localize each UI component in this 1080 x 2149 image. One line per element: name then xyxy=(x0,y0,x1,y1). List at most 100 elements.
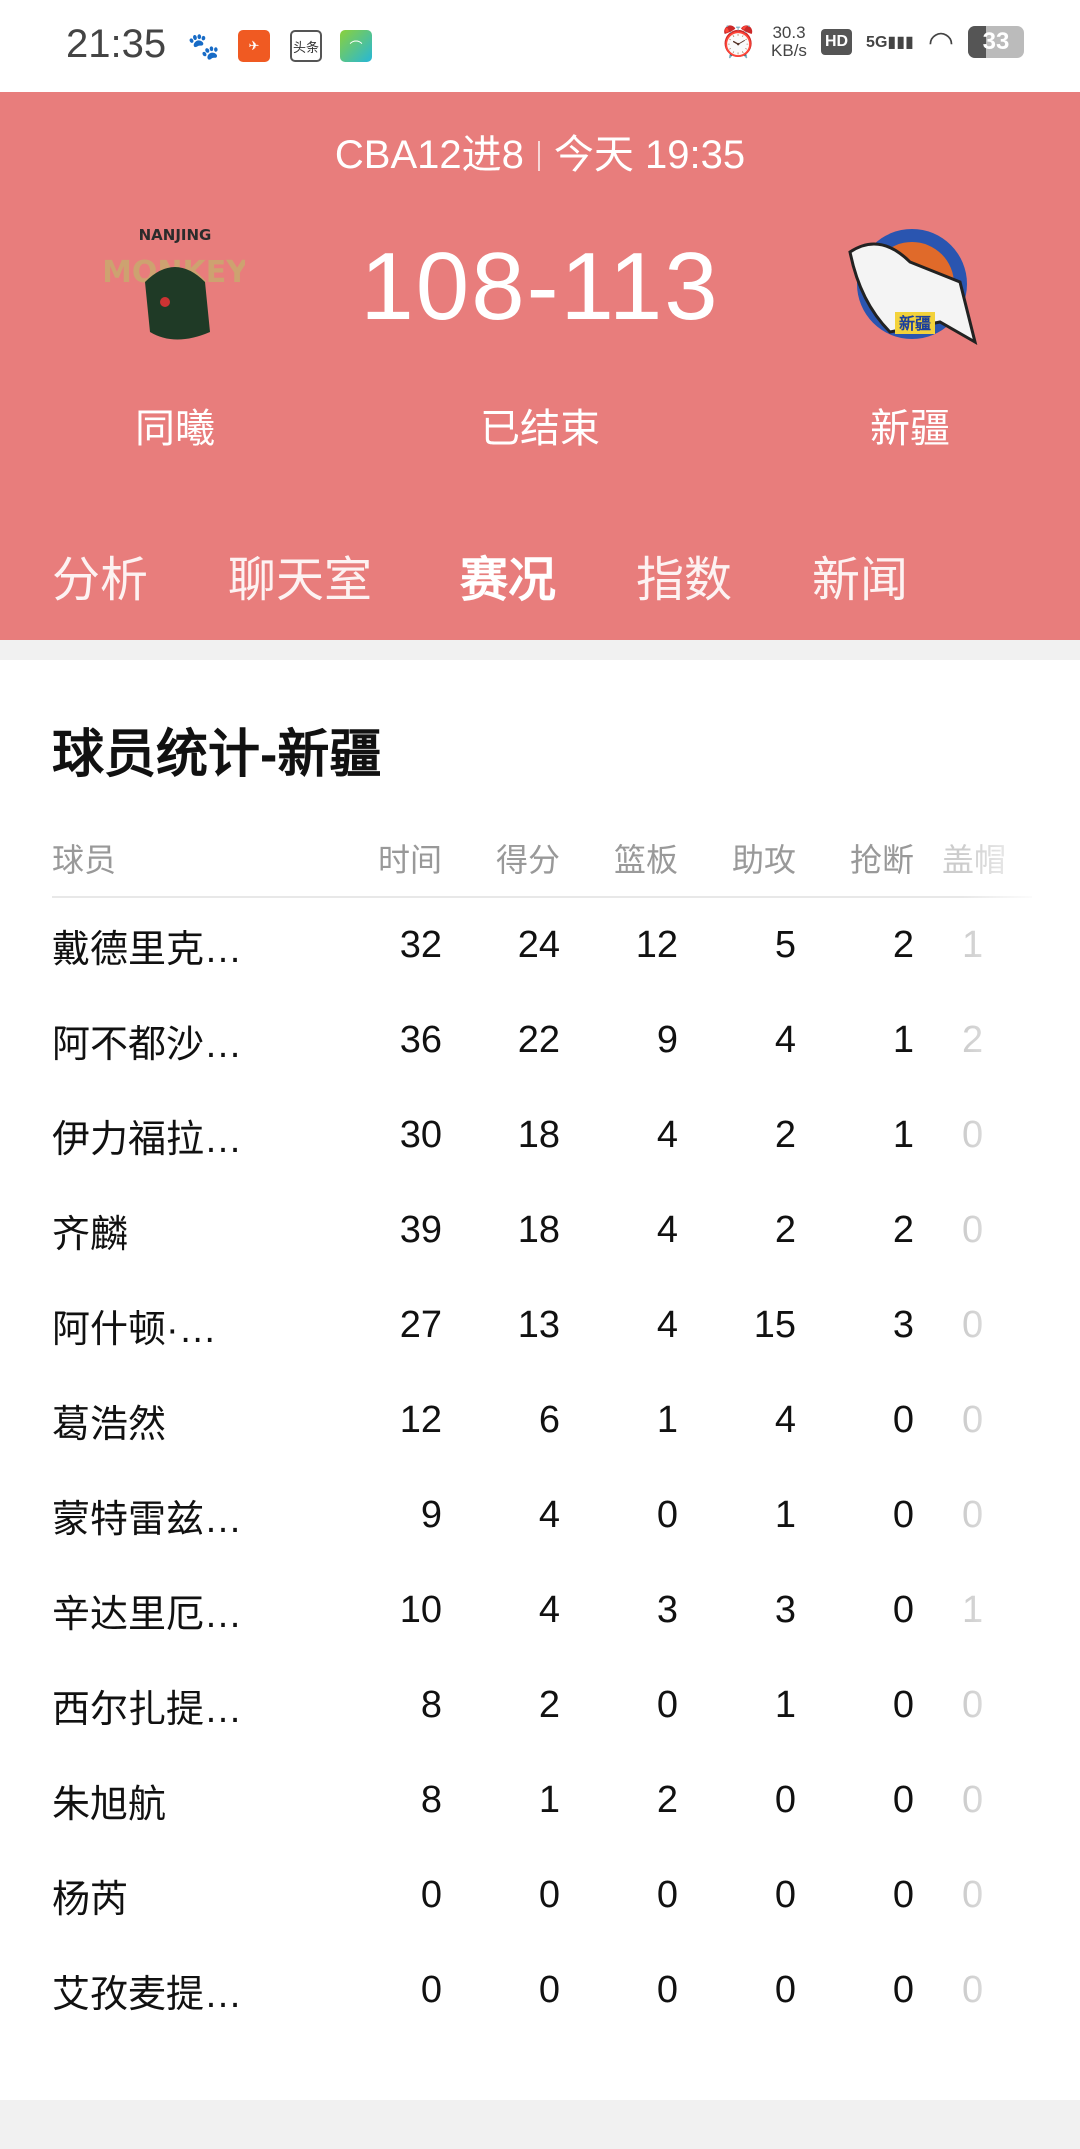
home-team-name: 同曦 xyxy=(135,407,215,451)
table-row[interactable]: 朱旭航 8 1 2 0 0 0 xyxy=(52,1753,1032,1848)
stat-cell: 9 xyxy=(420,1494,442,1536)
stat-cell: 13 xyxy=(517,1304,560,1346)
match-info: CBA12进8 今天 19:35 xyxy=(0,122,1080,180)
table-row[interactable]: 西尔扎提… 8 2 0 1 0 0 xyxy=(52,1658,1032,1753)
stat-cell: 0 xyxy=(962,1494,984,1536)
tab-odds[interactable]: 指数 xyxy=(636,554,733,607)
stat-cell: 0 xyxy=(962,1969,984,2011)
player-name: 阿不都沙… xyxy=(52,1024,243,1066)
stat-cell: 12 xyxy=(399,1399,442,1441)
stat-cell: 0 xyxy=(656,1684,678,1726)
stat-cell: 0 xyxy=(962,1684,984,1726)
player-name: 杨芮 xyxy=(52,1879,129,1921)
column-header: 时间 xyxy=(377,842,442,878)
tab-chatroom[interactable]: 聊天室 xyxy=(228,554,373,607)
match-status: 已结束 xyxy=(480,407,600,451)
column-header: 盖帽 xyxy=(942,842,1007,878)
stat-cell: 8 xyxy=(420,1684,442,1726)
alarm-icon: ⏰ xyxy=(719,25,758,59)
toutiao-icon: 头条 xyxy=(290,30,322,62)
stat-cell: 0 xyxy=(656,1874,678,1916)
tab-live[interactable]: 赛况 xyxy=(460,554,557,607)
stat-cell: 4 xyxy=(774,1019,796,1061)
stat-cell: 0 xyxy=(962,1874,984,1916)
stat-cell: 0 xyxy=(962,1209,984,1251)
stat-cell: 0 xyxy=(656,1494,678,1536)
table-row[interactable]: 阿不都沙… 36 22 9 4 1 2 xyxy=(52,993,1032,1088)
stat-cell: 1 xyxy=(962,1589,984,1631)
table-row[interactable]: 阿什顿·… 27 13 4 15 3 0 xyxy=(52,1278,1032,1373)
active-tab-indicator xyxy=(482,1060,538,1074)
stat-cell: 15 xyxy=(753,1304,796,1346)
player-name: 辛达里厄… xyxy=(52,1594,243,1636)
stat-cell: 4 xyxy=(656,1304,678,1346)
table-row[interactable]: 齐麟 39 18 4 2 2 0 xyxy=(52,1183,1032,1278)
table-header: 球员 时间 得分 篮板 助攻 抢断 盖帽 xyxy=(52,820,1032,898)
player-name: 伊力福拉… xyxy=(52,1119,243,1161)
stat-cell: 0 xyxy=(892,1779,914,1821)
stat-cell: 1 xyxy=(656,1399,678,1441)
stat-cell: 2 xyxy=(656,1779,678,1821)
stat-cell: 0 xyxy=(892,1399,914,1441)
baidu-icon: 🐾 xyxy=(187,30,221,61)
player-name: 西尔扎提… xyxy=(52,1689,243,1731)
stat-cell: 1 xyxy=(774,1494,796,1536)
svg-text:NANJING: NANJING xyxy=(139,226,212,244)
player-name: 艾孜麦提… xyxy=(52,1974,243,2016)
stat-cell: 1 xyxy=(774,1684,796,1726)
table-row[interactable]: 艾孜麦提… 0 0 0 0 0 0 xyxy=(52,1943,1032,2038)
stat-cell: 0 xyxy=(962,1779,984,1821)
column-header: 助攻 xyxy=(731,842,796,878)
stat-cell: 27 xyxy=(399,1304,442,1346)
table-row[interactable]: 辛达里厄… 10 4 3 3 0 1 xyxy=(52,1563,1032,1658)
table-row[interactable]: 葛浩然 12 6 1 4 0 0 xyxy=(52,1373,1032,1468)
away-team-logo: 新疆 xyxy=(848,229,978,346)
away-team-name: 新疆 xyxy=(870,407,950,451)
column-header: 篮板 xyxy=(613,842,678,878)
table-row[interactable]: 蒙特雷兹… 9 4 0 1 0 0 xyxy=(52,1468,1032,1563)
match-time: 今天 19:35 xyxy=(553,133,746,177)
net-speed-value: 30.3 xyxy=(772,23,806,42)
stat-cell: 2 xyxy=(774,1209,796,1251)
stat-cell: 1 xyxy=(892,1019,914,1061)
stat-cell: 1 xyxy=(538,1779,560,1821)
table-row[interactable]: 伊力福拉… 30 18 4 2 1 0 xyxy=(52,1088,1032,1183)
stat-cell: 2 xyxy=(892,1209,914,1251)
stat-cell: 0 xyxy=(420,1969,442,2011)
player-name: 蒙特雷兹… xyxy=(52,1499,243,1541)
column-header: 抢断 xyxy=(849,842,914,878)
stat-cell: 0 xyxy=(962,1304,984,1346)
svg-text:新疆: 新疆 xyxy=(899,314,931,333)
player-name: 葛浩然 xyxy=(52,1404,167,1446)
stat-cell: 2 xyxy=(538,1684,560,1726)
stat-cell: 4 xyxy=(538,1589,560,1631)
player-stats-table[interactable]: 球员 时间 得分 篮板 助攻 抢断 盖帽 戴德里克… 32 24 12 5 2 1 阿不都沙…… xyxy=(52,820,1032,2038)
bottom-divider xyxy=(0,2100,1080,2149)
stat-cell: 5 xyxy=(774,924,796,966)
tab-news[interactable]: 新闻 xyxy=(812,554,909,607)
stat-cell: 0 xyxy=(420,1874,442,1916)
tab-analysis[interactable]: 分析 xyxy=(52,554,149,607)
stat-cell: 1 xyxy=(892,1114,914,1156)
stat-cell: 30 xyxy=(399,1114,442,1156)
toutiao-news-icon: ✈ xyxy=(238,30,270,62)
stat-cell: 4 xyxy=(774,1399,796,1441)
league-label: CBA12进8 xyxy=(334,133,524,177)
stat-cell: 0 xyxy=(538,1874,560,1916)
stat-cell: 9 xyxy=(656,1019,678,1061)
stat-cell: 0 xyxy=(774,1779,796,1821)
table-row[interactable]: 杨芮 0 0 0 0 0 0 xyxy=(52,1848,1032,1943)
status-bar: 21:35 🐾 ✈ 头条 ⌒ ⏰ 30.3 KB/s HD 5G▮▮▮ ◠ 33 xyxy=(0,0,1080,92)
net-speed-unit: KB/s xyxy=(771,41,807,60)
hd-icon: HD xyxy=(820,29,853,55)
table-row[interactable]: 戴德里克… 32 24 12 5 2 1 xyxy=(52,898,1032,993)
stat-cell: 3 xyxy=(656,1589,678,1631)
stat-cell: 6 xyxy=(538,1399,560,1441)
column-header: 球员 xyxy=(52,842,117,878)
stat-cell: 8 xyxy=(420,1779,442,1821)
stat-cell: 22 xyxy=(517,1019,560,1061)
stat-cell: 1 xyxy=(962,924,984,966)
stat-cell: 32 xyxy=(399,924,442,966)
signal-icon: 5G▮▮▮ xyxy=(866,34,914,51)
stat-cell: 10 xyxy=(399,1589,442,1631)
